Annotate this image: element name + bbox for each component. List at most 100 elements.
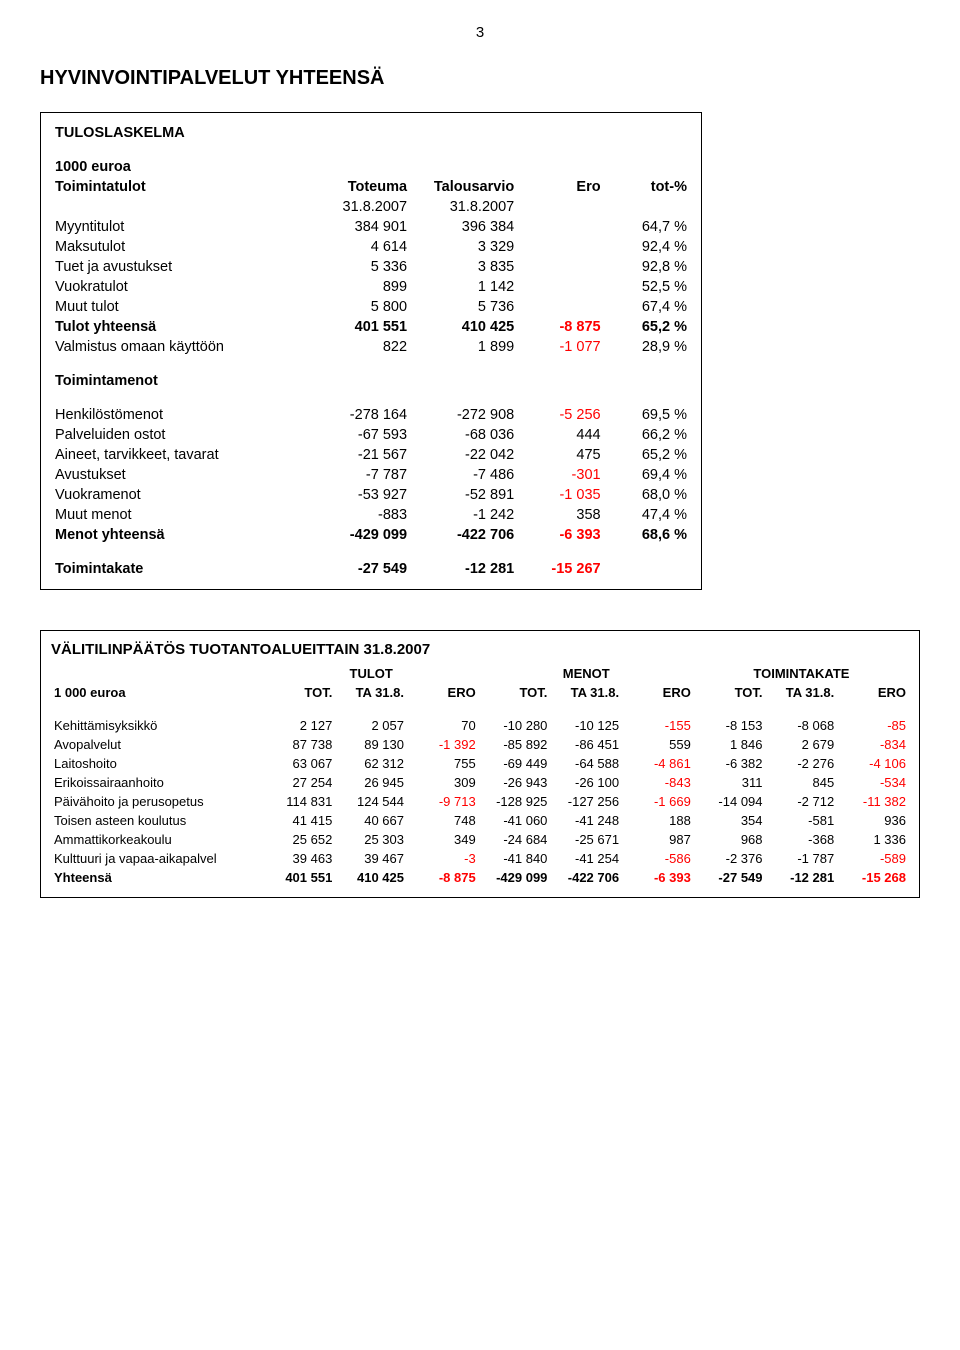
row-label: Palveluiden ostot xyxy=(51,425,309,445)
tuloslaskelma-table: TULOSLASKELMA 1000 euroa Toimintatulot T… xyxy=(51,123,691,579)
cell: -15 268 xyxy=(837,868,909,887)
cell: 2 679 xyxy=(766,735,838,754)
cell: 354 xyxy=(694,811,766,830)
t1-row: Toimintakate-27 549-12 281-15 267 xyxy=(51,559,691,579)
cell: -69 449 xyxy=(479,754,551,773)
t1-row: Aineet, tarvikkeet, tavarat-21 567-22 04… xyxy=(51,445,691,465)
cell: -7 787 xyxy=(309,465,411,485)
row-label: Vuokratulot xyxy=(51,277,309,297)
row-label: Laitoshoito xyxy=(51,754,264,773)
cell: 188 xyxy=(622,811,694,830)
cell: -10 280 xyxy=(479,716,551,735)
cell: 349 xyxy=(407,830,479,849)
cell: -581 xyxy=(766,811,838,830)
t1-date-row: 31.8.2007 31.8.2007 xyxy=(51,197,691,217)
t2-title: VÄLITILINPÄÄTÖS TUOTANTOALUEITTAIN 31.8.… xyxy=(51,641,909,658)
cell: 66,2 % xyxy=(605,425,691,445)
t1-title: TULOSLASKELMA xyxy=(51,123,309,143)
cell: -586 xyxy=(622,849,694,868)
t2-row: Toisen asteen koulutus41 41540 667748-41… xyxy=(51,811,909,830)
cell xyxy=(605,559,691,579)
cell: -2 276 xyxy=(766,754,838,773)
cell: 384 901 xyxy=(309,217,411,237)
cell: -155 xyxy=(622,716,694,735)
cell: -5 256 xyxy=(518,405,604,425)
cell: -8 875 xyxy=(407,868,479,887)
valitilinpaatos-table: TULOT MENOT TOIMINTAKATE 1 000 euroa TOT… xyxy=(51,664,909,887)
cell: -272 908 xyxy=(411,405,518,425)
cell: -1 035 xyxy=(518,485,604,505)
cell: 4 614 xyxy=(309,237,411,257)
cell: 475 xyxy=(518,445,604,465)
row-label: Vuokramenot xyxy=(51,485,309,505)
cell: -429 099 xyxy=(309,525,411,545)
row-label: Kehittämisyksikkö xyxy=(51,716,264,735)
t1-row: Tulot yhteensä401 551410 425-8 87565,2 % xyxy=(51,317,691,337)
cell: 41 415 xyxy=(264,811,336,830)
cell: -1 242 xyxy=(411,505,518,525)
cell: -422 706 xyxy=(550,868,622,887)
cell: 5 736 xyxy=(411,297,518,317)
cell: 396 384 xyxy=(411,217,518,237)
cell: -127 256 xyxy=(550,792,622,811)
cell: -25 671 xyxy=(550,830,622,849)
row-label: Avustukset xyxy=(51,465,309,485)
cell: 114 831 xyxy=(264,792,336,811)
row-label: Toisen asteen koulutus xyxy=(51,811,264,830)
cell: -52 891 xyxy=(411,485,518,505)
cell: 5 800 xyxy=(309,297,411,317)
cell: 25 303 xyxy=(335,830,407,849)
t1-h4: tot-% xyxy=(605,177,691,197)
cell: 309 xyxy=(407,773,479,792)
page-number: 3 xyxy=(40,24,920,41)
row-label: Avopalvelut xyxy=(51,735,264,754)
cell: -41 840 xyxy=(479,849,551,868)
cell: 2 127 xyxy=(264,716,336,735)
cell: 755 xyxy=(407,754,479,773)
t1-row: Valmistus omaan käyttöön8221 899-1 07728… xyxy=(51,337,691,357)
t1-row: Palveluiden ostot-67 593-68 03644466,2 % xyxy=(51,425,691,445)
cell xyxy=(518,257,604,277)
cell: 401 551 xyxy=(264,868,336,887)
cell: -422 706 xyxy=(411,525,518,545)
t1-row: Henkilöstömenot-278 164-272 908-5 25669,… xyxy=(51,405,691,425)
t2-group-headers: TULOT MENOT TOIMINTAKATE xyxy=(51,664,909,683)
cell: -9 713 xyxy=(407,792,479,811)
t1-subtitle: 1000 euroa xyxy=(51,157,309,177)
cell: 28,9 % xyxy=(605,337,691,357)
cell: -368 xyxy=(766,830,838,849)
cell xyxy=(518,277,604,297)
cell: -1 787 xyxy=(766,849,838,868)
grp-menot: MENOT xyxy=(479,664,694,683)
cell: -67 593 xyxy=(309,425,411,445)
cell xyxy=(518,217,604,237)
t1-row: Muut tulot5 8005 73667,4 % xyxy=(51,297,691,317)
t2-c6: TOT. xyxy=(694,683,766,702)
cell: -7 486 xyxy=(411,465,518,485)
t1-row: Menot yhteensä-429 099-422 706-6 39368,6… xyxy=(51,525,691,545)
cell: 27 254 xyxy=(264,773,336,792)
cell: 444 xyxy=(518,425,604,445)
cell: -68 036 xyxy=(411,425,518,445)
t1-row: Vuokramenot-53 927-52 891-1 03568,0 % xyxy=(51,485,691,505)
t1-row: Muut menot-883-1 24235847,4 % xyxy=(51,505,691,525)
cell: 87 738 xyxy=(264,735,336,754)
cell: -22 042 xyxy=(411,445,518,465)
row-label: Henkilöstömenot xyxy=(51,405,309,425)
cell: 25 652 xyxy=(264,830,336,849)
t2-row: Ammattikorkeakoulu25 65225 303349-24 684… xyxy=(51,830,909,849)
cell: 63 067 xyxy=(264,754,336,773)
cell: 2 057 xyxy=(335,716,407,735)
cell: 92,4 % xyxy=(605,237,691,257)
cell: 65,2 % xyxy=(605,317,691,337)
grp-tulot: TULOT xyxy=(264,664,479,683)
cell: -1 392 xyxy=(407,735,479,754)
t2-row: Kulttuuri ja vapaa-aikapalvel39 46339 46… xyxy=(51,849,909,868)
row-label: Yhteensä xyxy=(51,868,264,887)
t2-row: Kehittämisyksikkö2 1272 05770-10 280-10 … xyxy=(51,716,909,735)
cell: 26 945 xyxy=(335,773,407,792)
t2-c7: TA 31.8. xyxy=(766,683,838,702)
cell: -15 267 xyxy=(518,559,604,579)
cell: -85 xyxy=(837,716,909,735)
t2-left-header: 1 000 euroa xyxy=(51,683,264,702)
